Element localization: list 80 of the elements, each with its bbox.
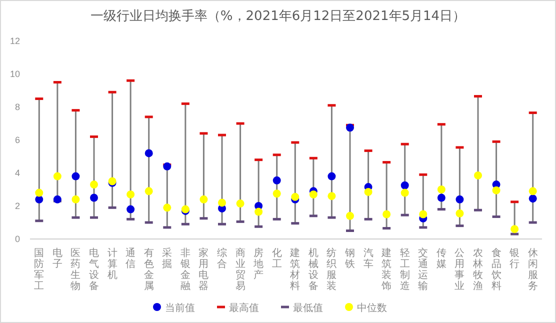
y-tick-label: 0 <box>14 234 20 244</box>
x-tick-label: 传媒 <box>436 248 446 270</box>
point <box>419 210 428 218</box>
point <box>437 194 446 202</box>
point <box>456 209 464 218</box>
x-tick-label: 电子 <box>52 247 62 270</box>
x-tick-label: 家用电器 <box>198 247 209 292</box>
point <box>437 186 446 194</box>
point <box>35 195 44 204</box>
point <box>163 162 172 170</box>
y-tick-label: 12 <box>10 36 20 46</box>
x-tick-label: 医药生物 <box>70 248 81 292</box>
x-tick-label: 农林牧渔 <box>472 248 483 292</box>
point <box>328 172 336 180</box>
y-tick-label: 6 <box>14 134 20 145</box>
point <box>272 176 281 184</box>
x-tick-label: 纺织服装 <box>326 247 337 292</box>
x-tick-label: 交通运输 <box>418 247 428 292</box>
x-tick-label: 公用事业 <box>454 247 465 292</box>
point <box>346 212 354 220</box>
point <box>528 187 537 196</box>
point <box>492 186 500 194</box>
point <box>456 195 464 204</box>
point <box>400 188 409 197</box>
point <box>474 171 482 180</box>
x-tick-label: 房地产 <box>252 247 264 281</box>
y-tick-label: 10 <box>10 68 20 79</box>
point <box>218 198 226 207</box>
legend-label: 最高值 <box>229 302 259 314</box>
point <box>200 195 208 204</box>
point <box>236 200 244 208</box>
point <box>528 194 537 203</box>
point <box>328 192 336 200</box>
point <box>291 192 300 201</box>
point <box>53 172 62 180</box>
x-tick-label: 化工 <box>272 247 282 270</box>
x-tick-label: 机械设备 <box>308 247 318 292</box>
x-tick-label: 通信 <box>126 247 136 270</box>
point <box>53 195 62 204</box>
point <box>346 124 354 132</box>
point <box>126 190 135 198</box>
x-tick-label: 综合 <box>217 247 227 270</box>
point <box>382 210 391 218</box>
chart-title: 一级行业日均换手率（%，2021年6月12日至2021年5月14日） <box>90 8 466 24</box>
point <box>90 180 98 189</box>
x-tick-label: 轻工制造 <box>400 247 410 292</box>
x-tick-label: 食品饮料 <box>490 247 502 292</box>
point <box>144 187 153 196</box>
point <box>272 190 281 198</box>
y-tick-label: 8 <box>14 102 20 112</box>
point <box>163 204 172 212</box>
point <box>400 181 409 190</box>
point <box>144 149 153 158</box>
point <box>126 205 135 214</box>
x-tick-label: 有色金属 <box>144 247 154 292</box>
point <box>72 172 80 180</box>
x-tick-label: 休闲服务 <box>528 248 538 292</box>
x-tick-label: 汽车 <box>363 247 374 270</box>
x-tick-label: 建筑装饰 <box>380 247 392 292</box>
point <box>364 188 372 196</box>
legend-label: 最低值 <box>293 303 323 314</box>
legend-label: 当前值 <box>165 302 195 314</box>
y-tick-label: 2 <box>14 200 20 211</box>
point <box>510 225 519 234</box>
x-tick-label: 计算机 <box>107 247 118 281</box>
point <box>90 194 98 202</box>
x-tick-label: 银行 <box>508 248 520 270</box>
point <box>309 190 318 198</box>
point <box>72 195 80 204</box>
legend-label: 中位数 <box>357 302 387 314</box>
x-tick-label: 国防军工 <box>34 248 44 292</box>
x-tick-label: 采掘 <box>162 247 172 270</box>
x-tick-label: 商业贸易 <box>235 247 246 292</box>
point <box>35 188 44 197</box>
x-tick-label: 钢铁 <box>344 248 355 270</box>
x-tick-label: 非银金融 <box>179 247 190 292</box>
x-tick-label: 电气设备 <box>89 247 99 292</box>
y-tick-label: 4 <box>14 168 20 178</box>
point <box>254 208 263 216</box>
x-tick-label: 建筑材料 <box>289 247 300 292</box>
